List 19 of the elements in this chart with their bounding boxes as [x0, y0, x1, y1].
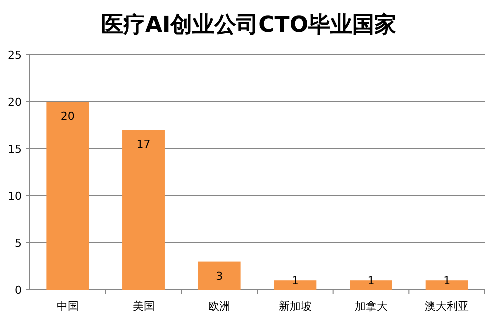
- bar: [122, 130, 165, 290]
- y-tick-label: 15: [8, 143, 22, 156]
- x-tick-label: 澳大利亚: [425, 300, 470, 313]
- y-tick-label: 5: [15, 237, 22, 250]
- y-tick-label: 25: [8, 49, 22, 62]
- x-tick-label: 中国: [56, 300, 79, 313]
- x-tick-label: 新加坡: [278, 300, 312, 313]
- y-tick-label: 0: [15, 284, 22, 297]
- x-tick-label: 欧洲: [208, 300, 231, 313]
- data-label: 3: [216, 270, 224, 283]
- y-tick-label: 10: [8, 190, 22, 203]
- y-tick-label: 20: [8, 96, 22, 109]
- chart-title: 医疗AI创业公司CTO毕业国家: [101, 12, 397, 38]
- data-label: 17: [136, 138, 151, 152]
- x-tick-label: 美国: [132, 300, 155, 313]
- bar: [198, 262, 241, 290]
- x-tick-label: 加拿大: [354, 300, 388, 313]
- data-label: 20: [60, 110, 75, 123]
- bar: [46, 102, 90, 290]
